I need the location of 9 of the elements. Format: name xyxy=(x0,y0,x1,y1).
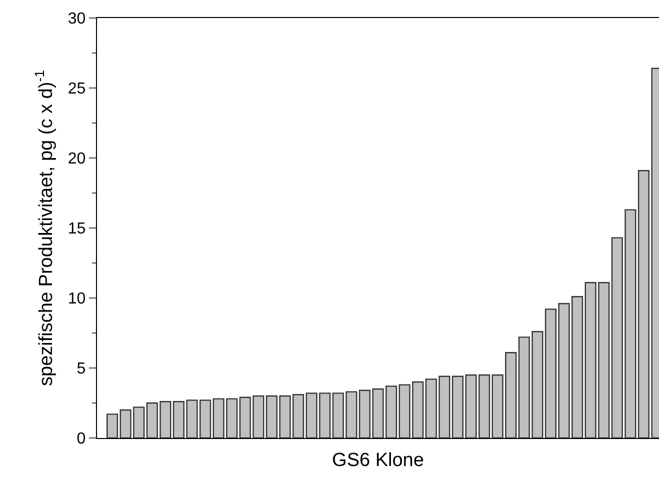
x-axis-title: GS6 Klone xyxy=(332,450,424,471)
y-tick-label: 20 xyxy=(68,150,86,168)
y-tick-label: 30 xyxy=(68,10,86,28)
y-tick-label: 5 xyxy=(76,360,86,378)
y-tick-label: 0 xyxy=(76,430,86,448)
bar xyxy=(106,414,118,438)
y-tick-label: 10 xyxy=(68,290,86,308)
y-tick-label: 15 xyxy=(68,220,86,238)
y-tick-label: 25 xyxy=(68,80,86,98)
